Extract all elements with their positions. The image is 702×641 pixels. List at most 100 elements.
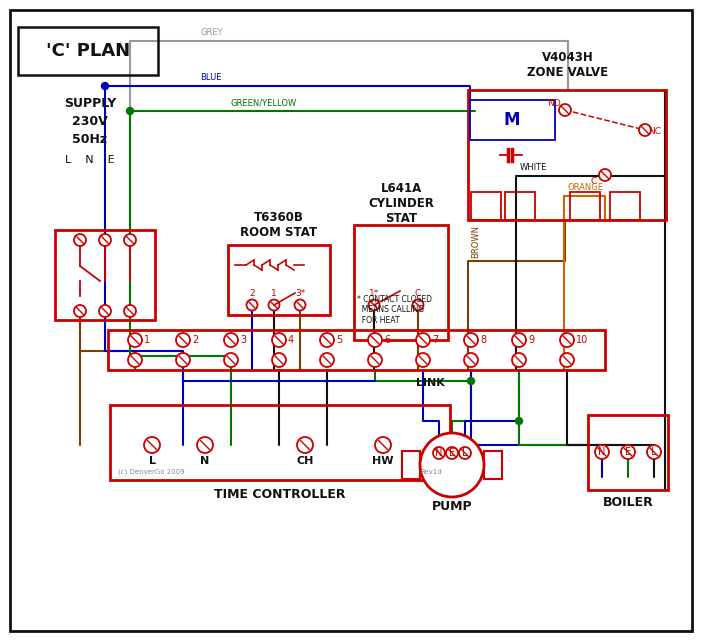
Text: 10: 10 <box>576 335 588 345</box>
Bar <box>55 230 155 320</box>
Circle shape <box>224 353 238 367</box>
Text: (c) DenverGo 2009: (c) DenverGo 2009 <box>118 469 185 475</box>
Bar <box>484 451 502 479</box>
Circle shape <box>320 353 334 367</box>
Text: HW: HW <box>372 456 394 466</box>
Circle shape <box>595 445 609 459</box>
Circle shape <box>512 353 526 367</box>
Circle shape <box>599 169 611 181</box>
Circle shape <box>446 447 458 459</box>
Text: ORANGE: ORANGE <box>567 183 603 192</box>
Circle shape <box>268 299 279 310</box>
Circle shape <box>102 83 109 90</box>
Circle shape <box>197 437 213 453</box>
Circle shape <box>515 417 522 424</box>
Circle shape <box>368 333 382 347</box>
Text: BOILER: BOILER <box>602 497 654 510</box>
Text: GREY: GREY <box>200 28 223 37</box>
Text: E: E <box>449 448 455 458</box>
Circle shape <box>224 333 238 347</box>
Circle shape <box>369 299 380 310</box>
Bar <box>505 192 535 220</box>
Circle shape <box>176 353 190 367</box>
Text: GREEN/YELLOW: GREEN/YELLOW <box>230 98 296 107</box>
Text: TIME CONTROLLER: TIME CONTROLLER <box>214 488 346 501</box>
Circle shape <box>375 437 391 453</box>
Circle shape <box>126 108 133 115</box>
Circle shape <box>559 104 571 116</box>
Bar <box>471 192 501 220</box>
Circle shape <box>459 447 471 459</box>
Circle shape <box>295 299 305 310</box>
Text: M: M <box>504 111 520 129</box>
Circle shape <box>639 124 651 136</box>
Circle shape <box>99 305 111 317</box>
Text: 3*: 3* <box>295 288 305 297</box>
Text: NO: NO <box>547 99 561 108</box>
Bar <box>588 415 668 490</box>
Bar <box>610 192 640 220</box>
Circle shape <box>560 333 574 347</box>
Text: 9: 9 <box>528 335 534 345</box>
Circle shape <box>416 353 430 367</box>
Text: L: L <box>462 448 468 458</box>
Text: C: C <box>415 288 421 297</box>
Circle shape <box>297 437 313 453</box>
Circle shape <box>272 333 286 347</box>
Circle shape <box>368 353 382 367</box>
Text: 6: 6 <box>384 335 390 345</box>
Circle shape <box>512 333 526 347</box>
Text: T6360B
ROOM STAT: T6360B ROOM STAT <box>241 211 317 239</box>
Circle shape <box>176 333 190 347</box>
Text: BLUE: BLUE <box>200 73 222 82</box>
Circle shape <box>420 433 484 497</box>
Bar <box>402 451 420 479</box>
Circle shape <box>272 353 286 367</box>
Text: V4043H
ZONE VALVE: V4043H ZONE VALVE <box>527 51 609 79</box>
Circle shape <box>416 333 430 347</box>
Circle shape <box>647 445 661 459</box>
Circle shape <box>433 447 445 459</box>
Circle shape <box>468 378 475 385</box>
Text: N: N <box>598 447 606 457</box>
Circle shape <box>99 234 111 246</box>
Bar <box>110 405 450 480</box>
Text: L: L <box>149 456 156 466</box>
Circle shape <box>320 333 334 347</box>
Circle shape <box>124 305 136 317</box>
Text: 1*: 1* <box>369 288 379 297</box>
Circle shape <box>560 353 574 367</box>
Text: 1: 1 <box>144 335 150 345</box>
Circle shape <box>144 437 160 453</box>
Text: 5: 5 <box>336 335 343 345</box>
Circle shape <box>74 305 86 317</box>
Text: * CONTACT CLOSED
  MEANS CALLING
  FOR HEAT: * CONTACT CLOSED MEANS CALLING FOR HEAT <box>357 295 432 325</box>
Text: 2: 2 <box>249 288 255 297</box>
Circle shape <box>74 234 86 246</box>
Bar <box>468 90 666 220</box>
Text: C: C <box>591 176 597 185</box>
Text: 1: 1 <box>271 288 277 297</box>
Circle shape <box>464 353 478 367</box>
Text: L    N    E: L N E <box>65 155 115 165</box>
Text: 3: 3 <box>240 335 246 345</box>
Text: LINK: LINK <box>416 378 444 388</box>
Text: 'C' PLAN: 'C' PLAN <box>46 42 130 60</box>
Text: L: L <box>651 447 657 457</box>
Text: 2: 2 <box>192 335 198 345</box>
Text: NC: NC <box>649 126 661 135</box>
Text: N: N <box>435 448 443 458</box>
Text: N: N <box>200 456 210 466</box>
Circle shape <box>124 234 136 246</box>
Text: BROWN: BROWN <box>471 224 480 258</box>
Text: 4: 4 <box>288 335 294 345</box>
Text: PUMP: PUMP <box>432 501 472 513</box>
Text: E: E <box>625 447 631 457</box>
Text: Rev1d: Rev1d <box>420 469 442 475</box>
Bar <box>570 192 600 220</box>
Bar <box>108 330 605 370</box>
Text: L641A
CYLINDER
STAT: L641A CYLINDER STAT <box>368 181 434 224</box>
Text: 7: 7 <box>432 335 438 345</box>
Circle shape <box>246 299 258 310</box>
Circle shape <box>128 333 142 347</box>
